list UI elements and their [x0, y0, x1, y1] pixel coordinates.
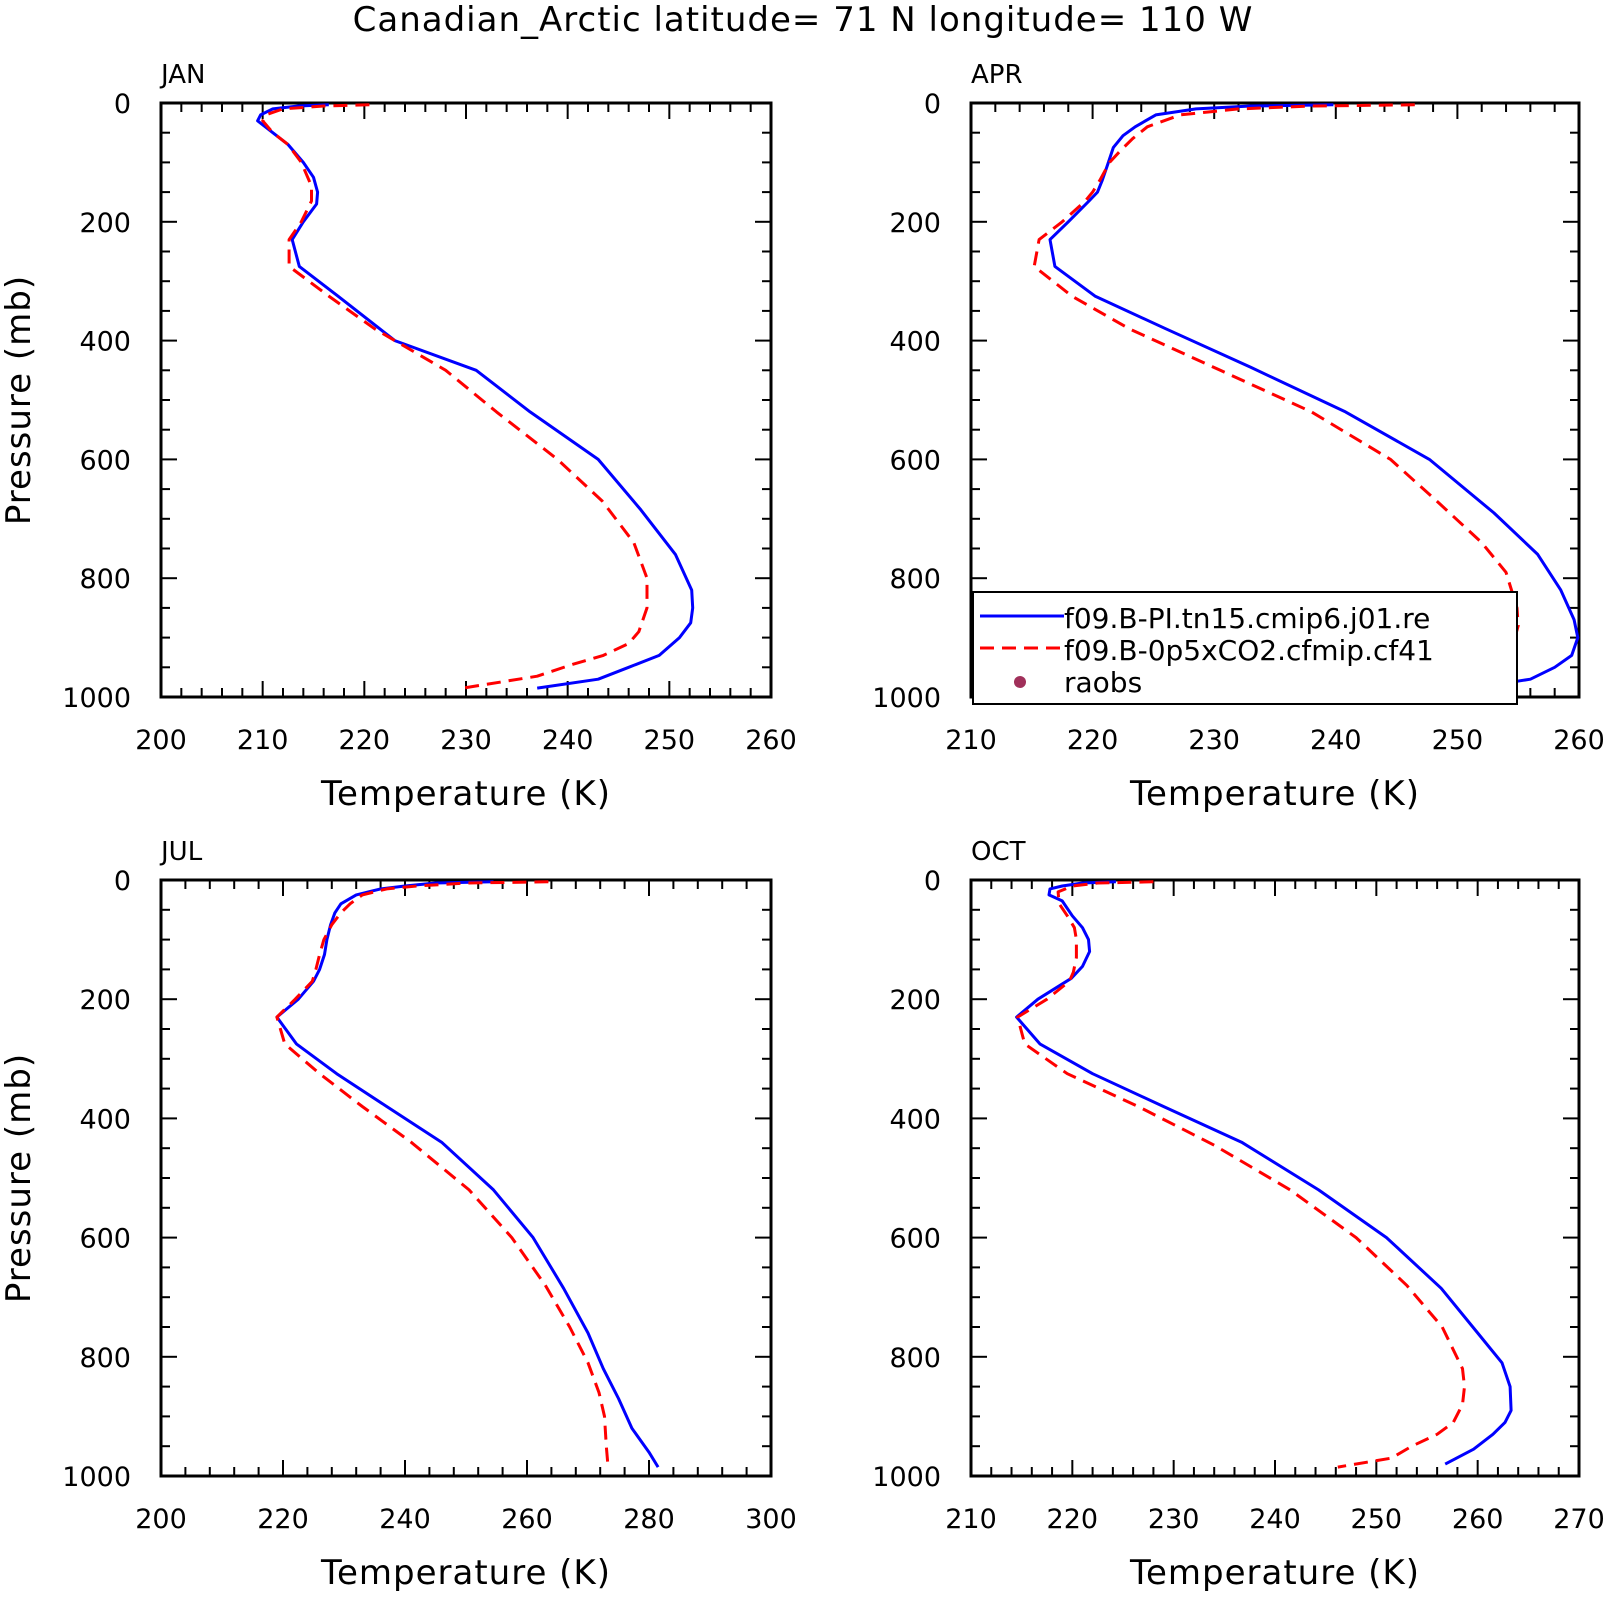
- y-tick-label: 1000: [62, 1462, 131, 1493]
- panel-jul: 200 220 240 260 280 300 0 200 400 600 800 1000 JUL Te…: [0, 837, 797, 1593]
- y-tick-label: 0: [114, 89, 131, 120]
- x-tick-label: 210: [945, 1504, 997, 1535]
- x-tick-label: 230: [1148, 1504, 1200, 1535]
- x-tick-label: 240: [1249, 1504, 1301, 1535]
- x-axis-title: Temperature (K): [1129, 774, 1420, 814]
- y-tick-label: 600: [889, 1224, 941, 1255]
- series-line-control: [256, 103, 695, 690]
- y-tick-label: 400: [79, 1104, 131, 1135]
- series-line-control: [275, 880, 660, 1468]
- plot-frame: [969, 878, 1581, 1478]
- y-tick-label: 600: [79, 445, 131, 476]
- x-tick-label: 200: [135, 725, 187, 756]
- y-axis-title: Pressure (mb): [0, 1053, 39, 1303]
- series-line-0p5xco2: [275, 880, 610, 1468]
- y-tick-label: 400: [79, 327, 131, 358]
- x-tick-label: 260: [745, 725, 797, 756]
- y-tick-label: 200: [79, 208, 131, 239]
- x-tick-label: 300: [745, 1504, 797, 1535]
- y-tick-label: 200: [889, 208, 941, 239]
- series-line-0p5xco2: [1016, 880, 1466, 1469]
- x-axis-title: Temperature (K): [320, 774, 611, 814]
- x-tick-label: 220: [1047, 1504, 1099, 1535]
- plot-frame: [159, 878, 773, 1478]
- x-axis-title: Temperature (K): [1129, 1553, 1420, 1593]
- x-tick-label: 230: [1188, 725, 1240, 756]
- legend-box: [972, 591, 1518, 705]
- y-tick-label: 800: [79, 1343, 131, 1374]
- panel-title: JUL: [159, 837, 203, 867]
- y-tick-label: 800: [889, 564, 941, 595]
- y-tick-label: 0: [924, 89, 941, 120]
- y-tick-label: 1000: [62, 683, 131, 714]
- x-tick-label: 230: [440, 725, 492, 756]
- x-tick-label: 250: [644, 725, 696, 756]
- x-tick-label: 220: [339, 725, 391, 756]
- x-tick-label: 260: [1452, 1504, 1504, 1535]
- x-tick-label: 220: [257, 1504, 309, 1535]
- x-axis-title: Temperature (K): [320, 1553, 611, 1593]
- plot-frame: [159, 101, 773, 699]
- x-tick-label: 240: [542, 725, 594, 756]
- y-tick-label: 800: [79, 564, 131, 595]
- panel-title: OCT: [971, 837, 1026, 867]
- x-tick-label: 210: [945, 725, 997, 756]
- x-tick-label: 260: [501, 1504, 553, 1535]
- x-tick-label: 200: [135, 1504, 187, 1535]
- x-tick-label: 210: [237, 725, 289, 756]
- panel-jan: 200 210 220 230 240 250 260 0 200 400 600 800 1000 JA…: [0, 60, 797, 814]
- panel-title: JAN: [159, 60, 205, 90]
- y-tick-label: 600: [79, 1224, 131, 1255]
- legend-label: raobs: [1064, 666, 1142, 699]
- y-tick-label: 1000: [872, 683, 941, 714]
- legend-label: f09.B-0p5xCO2.cfmip.cf41: [1064, 634, 1434, 667]
- figure-title: Canadian_Arctic latitude= 71 N longitude…: [352, 0, 1254, 40]
- panel-title: APR: [971, 60, 1023, 90]
- x-tick-label: 270: [1553, 1504, 1605, 1535]
- series-line-0p5xco2: [261, 103, 649, 690]
- y-tick-label: 800: [889, 1343, 941, 1374]
- series-line-control: [1015, 880, 1513, 1466]
- x-tick-label: 280: [623, 1504, 675, 1535]
- y-axis-title: Pressure (mb): [0, 275, 39, 525]
- y-tick-label: 200: [79, 985, 131, 1016]
- legend-label: f09.B-PI.tn15.cmip6.j01.re: [1064, 602, 1430, 635]
- x-tick-label: 260: [1553, 725, 1605, 756]
- y-tick-label: 0: [114, 866, 131, 897]
- y-tick-label: 200: [889, 985, 941, 1016]
- y-tick-label: 1000: [872, 1462, 941, 1493]
- panel-apr: 210 220 230 240 250 260 0 200 400 600 800 1000 APR Te…: [872, 60, 1604, 814]
- y-tick-label: 600: [889, 445, 941, 476]
- panel-oct: 210 220 230 240 250 260 270 0 200 400 600 800 1000 OC…: [872, 837, 1604, 1593]
- y-tick-label: 400: [889, 1104, 941, 1135]
- y-tick-label: 0: [924, 866, 941, 897]
- x-tick-label: 220: [1067, 725, 1119, 756]
- legend-marker-raobs: [1014, 676, 1026, 688]
- series-line-control: [1048, 103, 1580, 690]
- x-tick-label: 250: [1351, 1504, 1403, 1535]
- y-tick-label: 400: [889, 327, 941, 358]
- x-tick-label: 240: [1310, 725, 1362, 756]
- legend: f09.B-PI.tn15.cmip6.j01.ref09.B-0p5xCO2.…: [972, 591, 1518, 705]
- x-tick-label: 250: [1432, 725, 1484, 756]
- x-tick-label: 240: [379, 1504, 431, 1535]
